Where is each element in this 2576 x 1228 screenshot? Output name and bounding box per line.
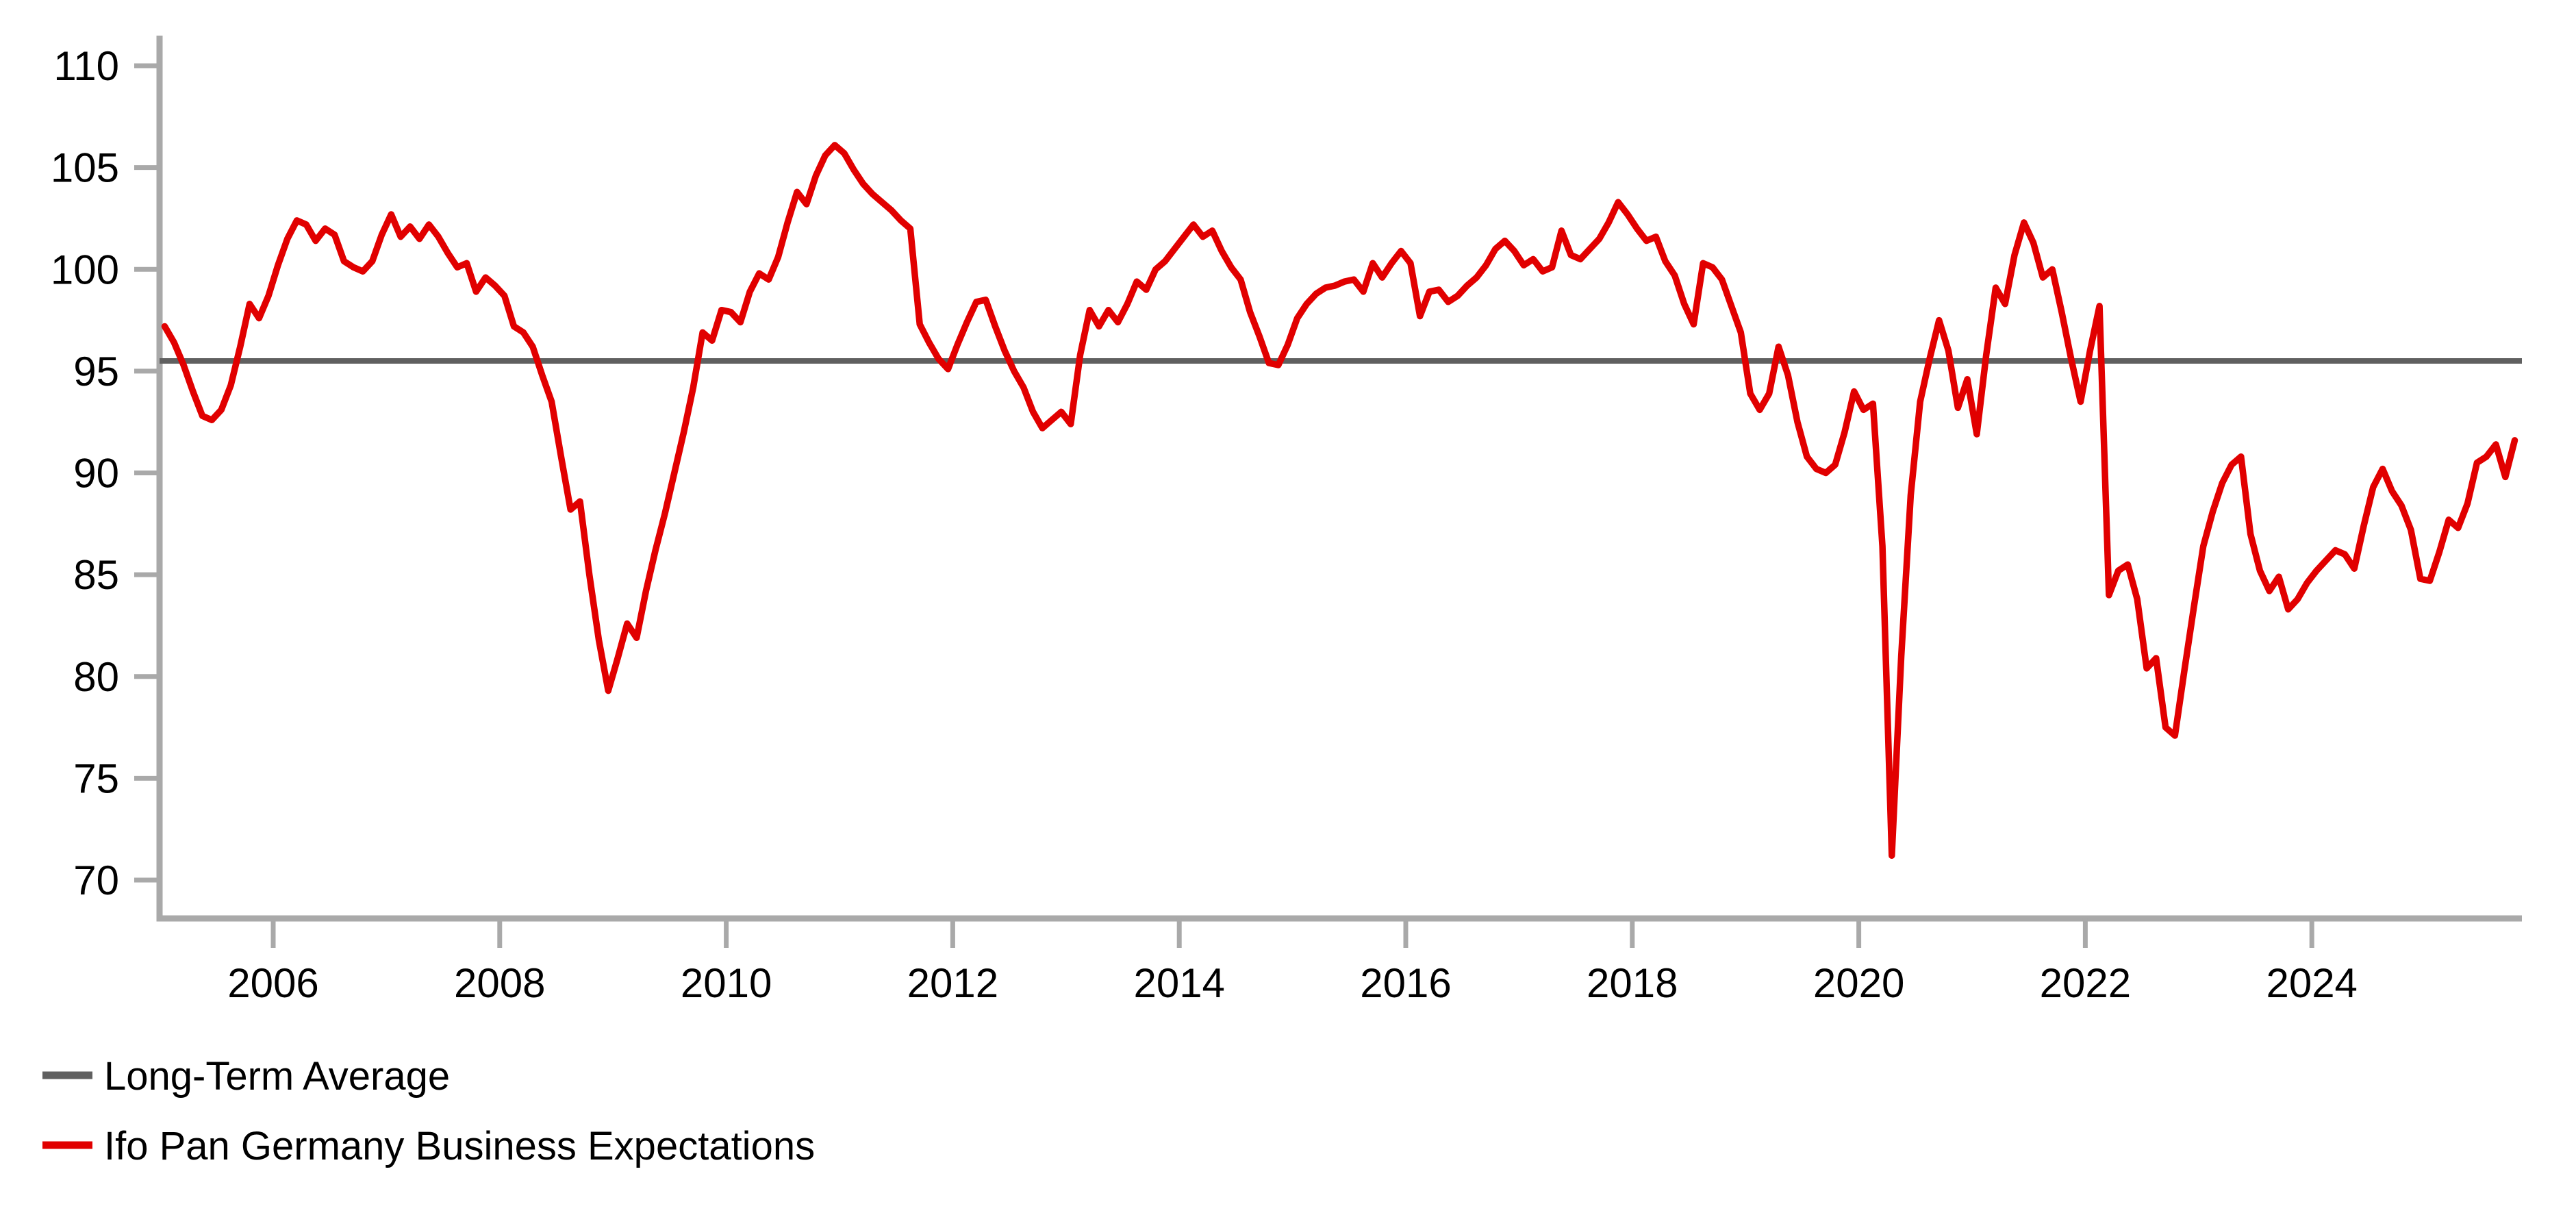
y-tick-label: 85: [73, 552, 119, 598]
x-tick-label: 2022: [2040, 960, 2131, 1006]
legend: Long-Term Average Ifo Pan Germany Busine…: [42, 1054, 815, 1168]
x-tick-label: 2014: [1133, 960, 1224, 1006]
y-tick-label: 110: [53, 43, 119, 89]
plot-area: 70 75 80 85 90 95 100 105 110 2006 2008 2010 2012 201…: [51, 36, 2522, 1006]
x-tick-label: 2006: [227, 960, 318, 1006]
y-tick-label: 100: [51, 247, 119, 292]
x-tick-label: 2018: [1587, 960, 1678, 1006]
x-tick-label: 2012: [907, 960, 998, 1006]
series-line: [161, 142, 2518, 860]
x-tick-label: 2024: [2266, 960, 2357, 1006]
y-tick-label: 70: [73, 857, 119, 903]
y-tick-label: 90: [73, 451, 119, 497]
y-tick-label: 80: [73, 654, 119, 700]
y-tick-label: 75: [73, 755, 119, 801]
x-tick-label: 2016: [1360, 960, 1451, 1006]
x-tick-label: 2008: [454, 960, 545, 1006]
x-tick-label: 2010: [681, 960, 772, 1006]
x-tick-label: 2020: [1813, 960, 1904, 1006]
legend-label-average: Long-Term Average: [104, 1054, 450, 1099]
axis-lines: [156, 36, 2522, 922]
legend-label-series: Ifo Pan Germany Business Expectations: [104, 1124, 815, 1168]
y-tick-label: 105: [51, 145, 119, 191]
y-tick-label: 95: [73, 349, 119, 394]
